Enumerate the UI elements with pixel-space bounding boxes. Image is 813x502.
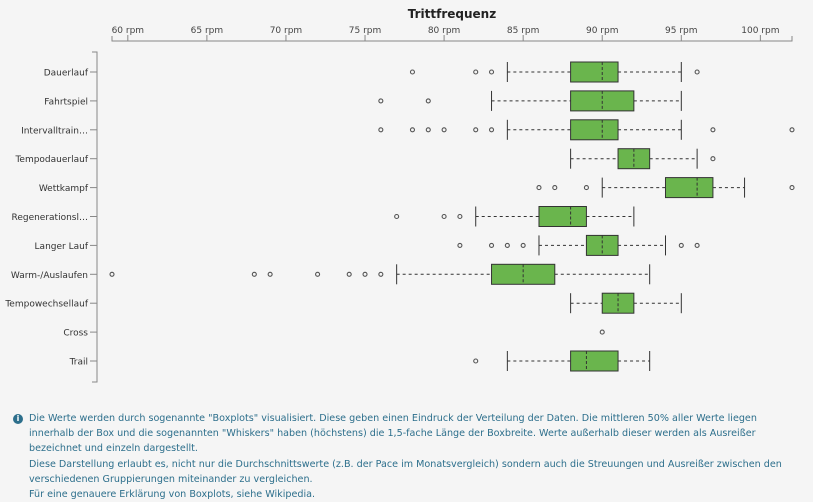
chart-title: Trittfrequenz	[408, 7, 496, 21]
outlier-point	[378, 127, 384, 133]
outlier-point	[315, 271, 321, 277]
category-label: Cross	[63, 329, 88, 339]
category-label: Intervalltrain…	[21, 126, 88, 136]
boxplot-tempodauerlauf	[570, 148, 716, 170]
outlier-point	[473, 358, 479, 364]
category-label: Regenerationsl…	[11, 213, 88, 223]
outlier-point	[694, 242, 700, 248]
outlier-point	[109, 271, 115, 277]
x-tick-label: 75 rpm	[349, 26, 382, 36]
category-label: Warm-/Auslaufen	[11, 271, 88, 281]
outlier-point	[488, 127, 495, 133]
outlier-point	[362, 271, 368, 277]
x-tick-label: 100 rpm	[741, 26, 779, 36]
outlier-point	[520, 242, 526, 248]
outlier-point	[346, 271, 352, 277]
outlier-point	[378, 98, 384, 104]
outlier-point	[488, 242, 495, 248]
x-tick-label: 85 rpm	[507, 26, 540, 36]
outlier-point	[425, 127, 431, 133]
outlier-point	[599, 329, 605, 335]
outlier-point	[457, 242, 463, 248]
outlier-point	[504, 242, 510, 248]
x-tick-label: 70 rpm	[270, 26, 303, 36]
x-tick-label: 65 rpm	[191, 26, 224, 36]
x-axis: 60 rpm 65 rpm 70 rpm 75 rpm 80 rpm 85 rpm 90 r…	[111, 26, 793, 42]
outlier-point	[457, 213, 463, 220]
outlier-point	[441, 127, 447, 133]
category-label: Tempowechsellauf	[4, 300, 88, 310]
box	[570, 119, 619, 141]
outlier-point	[425, 98, 431, 104]
outlier-point	[710, 156, 716, 162]
plot-area	[109, 61, 795, 372]
outlier-point	[789, 185, 795, 191]
boxplot-langer-lauf	[457, 234, 700, 256]
x-tick-label: 80 rpm	[428, 26, 461, 36]
wikipedia-link[interactable]: Wikipedia	[265, 489, 313, 501]
outlier-point	[409, 69, 416, 75]
outlier-point	[409, 127, 416, 133]
note-line-1: Die Werte werden durch sogenannte "Boxpl…	[29, 413, 757, 455]
boxplot-warm-auslaufen	[109, 263, 651, 285]
x-tick-label: 95 rpm	[665, 26, 698, 36]
outlier-point	[789, 127, 795, 133]
y-axis: Dauerlauf Fahrtspiel Intervalltrain… Tempod…	[4, 51, 98, 383]
boxplot-cross	[599, 329, 605, 335]
category-label: Dauerlauf	[44, 69, 89, 79]
category-label: Fahrtspiel	[44, 97, 88, 107]
outlier-point	[473, 127, 479, 133]
box	[570, 350, 619, 372]
category-label: Tempodauerlauf	[14, 155, 88, 165]
outlier-point	[552, 185, 558, 191]
boxplot-fahrtspiel	[378, 90, 682, 112]
category-label: Trail	[69, 358, 88, 368]
outlier-point	[394, 213, 400, 220]
boxplot-wettkampf	[536, 177, 795, 199]
boxplot-trail	[473, 350, 651, 372]
box	[570, 61, 619, 83]
info-note: i Die Werte werden durch sogenannte "Box…	[13, 411, 803, 502]
x-axis-line	[111, 36, 793, 42]
outlier-point	[488, 69, 495, 75]
outlier-point	[536, 185, 542, 191]
category-label: Langer Lauf	[35, 242, 89, 252]
x-tick-label: 90 rpm	[586, 26, 619, 36]
boxplot-dauerlauf	[409, 61, 700, 83]
outlier-point	[473, 69, 479, 75]
outlier-point	[251, 271, 257, 277]
outlier-point	[694, 69, 700, 75]
info-icon: i	[13, 414, 23, 424]
outlier-point	[710, 127, 716, 133]
boxplot-intervalltrain-	[378, 119, 795, 141]
outlier-point	[267, 271, 273, 277]
x-tick-label: 60 rpm	[112, 26, 145, 36]
box	[664, 177, 714, 199]
outlier-point	[441, 213, 447, 220]
box	[538, 206, 587, 227]
outlier-point	[678, 242, 684, 248]
outlier-point	[378, 271, 384, 277]
boxplot-chart: Trittfrequenz 60 rpm 65 rpm 70 rpm 75 rpm 80…	[4, 7, 795, 383]
note-line-2: Diese Darstellung erlaubt es, nicht nur …	[29, 458, 782, 485]
boxplot-tempowechsellauf	[570, 292, 682, 314]
category-label: Wettkampf	[39, 184, 89, 194]
note-line-3: Für eine genauere Erklärung von Boxplots…	[29, 489, 316, 501]
boxplot-regenerationsl-	[394, 206, 635, 227]
outlier-point	[583, 185, 589, 191]
